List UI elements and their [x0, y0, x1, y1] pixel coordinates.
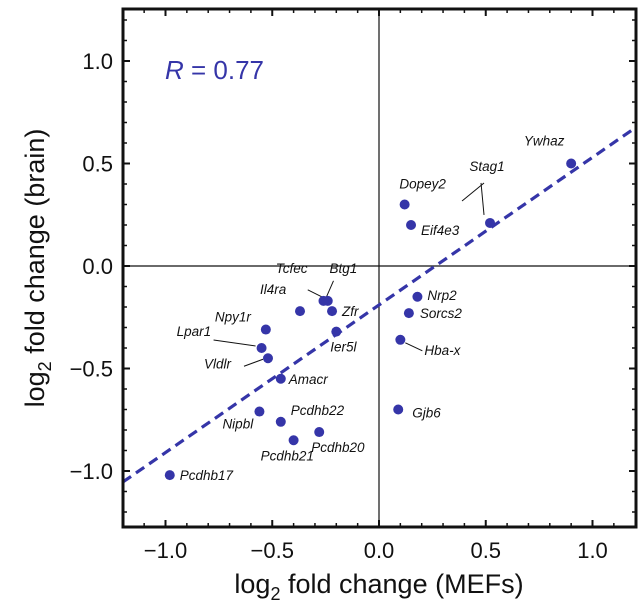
point-btg1 [318, 296, 328, 306]
y-axis-title: log2 fold change (brain) [20, 129, 55, 408]
point-pcdhb20 [314, 427, 324, 437]
label-tcfec: Tcfec [276, 261, 308, 276]
leader-lpar1 [214, 340, 256, 346]
point-pcdhb21 [289, 435, 299, 445]
point-ier5l [331, 327, 341, 337]
correlation-annotation: R = 0.77 [165, 55, 264, 85]
point-lpar1 [257, 343, 267, 353]
point-nrp2 [412, 292, 422, 302]
label-pcdhb17: Pcdhb17 [180, 468, 234, 483]
label-gjb6: Gjb6 [412, 406, 441, 421]
point-sorcs2 [404, 308, 414, 318]
point-zfr [327, 306, 337, 316]
point-amacr [276, 374, 286, 384]
label-zfr: Zfr [341, 304, 359, 319]
y-tick-label: −0.5 [70, 357, 113, 382]
point-hba-x [395, 335, 405, 345]
label-nipbl: Nipbl [222, 417, 254, 432]
label-il4ra: Il4ra [260, 282, 287, 297]
x-tick-label: 0.0 [364, 538, 395, 563]
label-btg1: Btg1 [329, 261, 357, 276]
x-tick-label: 1.0 [577, 538, 608, 563]
point-labels: Ywhaz Stag1 Dopey2 Eif4e3 Nrp2 Sorcs2 Hba-x Gjb… [177, 134, 565, 484]
point-gjb6 [393, 405, 403, 415]
label-ywhaz: Ywhaz [524, 134, 565, 149]
label-eif4e3: Eif4e3 [421, 223, 460, 238]
y-tick-label: 0.0 [82, 254, 113, 279]
point-pcdhb22 [276, 417, 286, 427]
label-lpar1: Lpar1 [177, 324, 212, 339]
point-stag1 [485, 218, 495, 228]
point-vldlr [263, 353, 273, 363]
point-eif4e3 [406, 220, 416, 230]
tick-labels: −1.0 −0.5 0.0 0.5 1.0 −1.0 −0.5 0.0 0.5 1.0 [70, 49, 608, 563]
y-tick-label: 0.5 [82, 152, 113, 177]
label-nrp2: Nrp2 [427, 288, 457, 303]
leader-stag1 [481, 183, 484, 215]
label-sorcs2: Sorcs2 [420, 306, 463, 321]
leader-btg1 [326, 281, 333, 297]
label-ier5l: Ier5l [330, 340, 357, 355]
leader-stag1 [462, 183, 484, 201]
label-dopey2: Dopey2 [399, 177, 446, 192]
point-il4ra [295, 306, 305, 316]
y-tick-label: 1.0 [82, 49, 113, 74]
x-tick-label: 0.5 [470, 538, 501, 563]
x-axis-title: log2 fold change (MEFs) [234, 569, 523, 604]
label-pcdhb20: Pcdhb20 [311, 440, 365, 455]
point-dopey2 [400, 200, 410, 210]
label-vldlr: Vldlr [204, 356, 232, 371]
y-tick-label: −1.0 [70, 459, 113, 484]
x-tick-label: −0.5 [251, 538, 294, 563]
label-pcdhb22: Pcdhb22 [291, 403, 345, 418]
label-pcdhb21: Pcdhb21 [261, 448, 314, 463]
point-npy1r [261, 325, 271, 335]
leader-hba-x [405, 343, 422, 351]
label-amacr: Amacr [288, 372, 329, 387]
label-stag1: Stag1 [469, 159, 504, 174]
zero-lines [123, 9, 636, 527]
point-pcdhb17 [165, 470, 175, 480]
point-ywhaz [566, 159, 576, 169]
point-nipbl [254, 407, 264, 417]
x-tick-label: −1.0 [144, 538, 187, 563]
label-npy1r: Npy1r [215, 310, 252, 325]
leader-vldlr [244, 359, 263, 366]
label-hba-x: Hba-x [424, 343, 461, 358]
